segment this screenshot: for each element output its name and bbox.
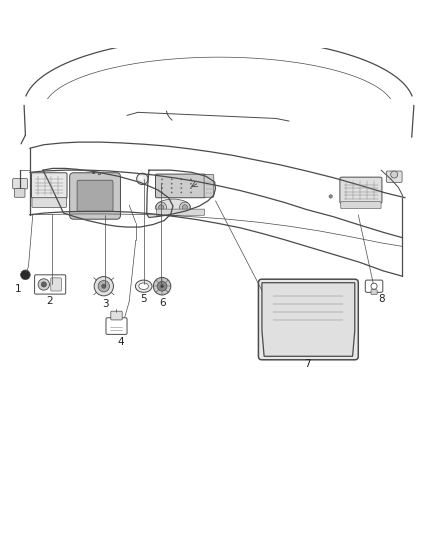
Circle shape xyxy=(328,336,336,345)
Text: 6: 6 xyxy=(159,298,166,309)
Circle shape xyxy=(391,171,398,178)
Circle shape xyxy=(182,205,187,210)
Circle shape xyxy=(98,172,101,175)
FancyBboxPatch shape xyxy=(111,311,122,320)
Circle shape xyxy=(94,277,113,296)
FancyBboxPatch shape xyxy=(155,174,205,198)
FancyBboxPatch shape xyxy=(334,337,345,346)
FancyBboxPatch shape xyxy=(51,278,61,291)
Circle shape xyxy=(102,284,106,288)
Ellipse shape xyxy=(135,280,152,292)
Circle shape xyxy=(171,179,173,180)
FancyBboxPatch shape xyxy=(365,280,383,292)
Circle shape xyxy=(41,282,46,287)
Circle shape xyxy=(275,336,284,345)
Text: 2: 2 xyxy=(46,296,53,306)
Polygon shape xyxy=(262,282,355,356)
Circle shape xyxy=(161,191,163,193)
Text: 7: 7 xyxy=(304,359,311,369)
FancyBboxPatch shape xyxy=(35,275,66,294)
Circle shape xyxy=(190,187,192,189)
FancyBboxPatch shape xyxy=(371,290,377,295)
Text: 3: 3 xyxy=(102,300,109,309)
Circle shape xyxy=(21,270,30,280)
FancyBboxPatch shape xyxy=(302,337,314,346)
Circle shape xyxy=(171,187,173,189)
FancyBboxPatch shape xyxy=(13,179,28,189)
Circle shape xyxy=(160,285,164,288)
Circle shape xyxy=(139,176,143,180)
Circle shape xyxy=(190,183,192,184)
FancyBboxPatch shape xyxy=(341,201,381,209)
Text: 1: 1 xyxy=(15,284,22,294)
Circle shape xyxy=(98,280,110,292)
FancyBboxPatch shape xyxy=(32,173,67,198)
Circle shape xyxy=(153,278,171,295)
FancyBboxPatch shape xyxy=(14,189,25,197)
Text: 4: 4 xyxy=(117,336,124,346)
Text: 5: 5 xyxy=(140,294,147,304)
Circle shape xyxy=(180,202,190,213)
Circle shape xyxy=(180,183,182,184)
Ellipse shape xyxy=(155,199,191,216)
FancyBboxPatch shape xyxy=(258,279,358,360)
Circle shape xyxy=(92,172,95,174)
Circle shape xyxy=(329,195,332,198)
FancyBboxPatch shape xyxy=(266,329,351,349)
Circle shape xyxy=(190,179,192,180)
Circle shape xyxy=(159,205,164,210)
FancyBboxPatch shape xyxy=(268,287,349,328)
Ellipse shape xyxy=(139,283,148,289)
FancyBboxPatch shape xyxy=(286,337,298,346)
FancyBboxPatch shape xyxy=(106,318,127,334)
FancyBboxPatch shape xyxy=(77,180,113,212)
Circle shape xyxy=(171,191,173,193)
Circle shape xyxy=(161,179,163,180)
Circle shape xyxy=(171,183,173,184)
Circle shape xyxy=(190,191,192,193)
Circle shape xyxy=(38,279,49,290)
Circle shape xyxy=(161,187,163,189)
FancyBboxPatch shape xyxy=(204,174,214,197)
Circle shape xyxy=(180,187,182,189)
Circle shape xyxy=(157,281,167,291)
FancyBboxPatch shape xyxy=(32,198,67,207)
Text: 8: 8 xyxy=(378,294,385,304)
Circle shape xyxy=(180,179,182,180)
Circle shape xyxy=(156,202,166,213)
Circle shape xyxy=(137,173,148,184)
FancyBboxPatch shape xyxy=(340,177,382,204)
FancyBboxPatch shape xyxy=(156,209,205,215)
FancyBboxPatch shape xyxy=(271,337,282,346)
Circle shape xyxy=(161,183,163,184)
FancyBboxPatch shape xyxy=(318,337,329,346)
Circle shape xyxy=(180,191,182,193)
FancyBboxPatch shape xyxy=(386,171,402,182)
FancyBboxPatch shape xyxy=(70,173,120,219)
